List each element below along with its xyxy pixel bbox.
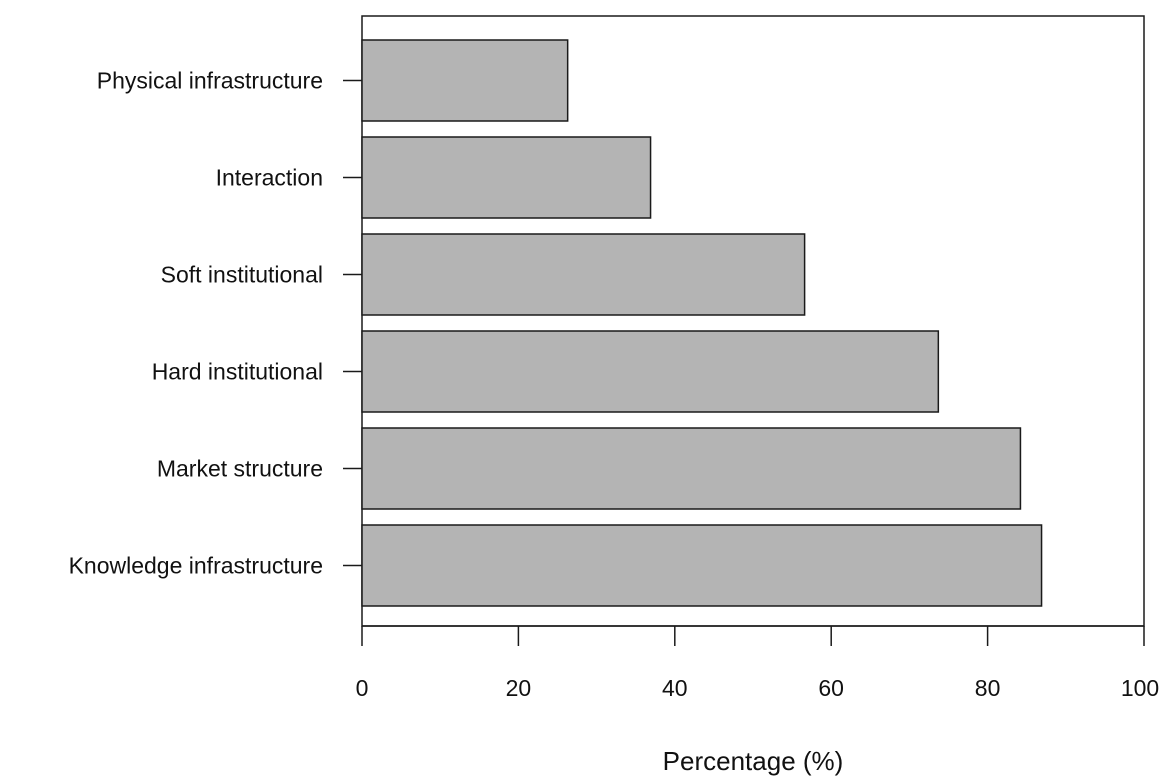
bar-3	[361, 330, 940, 413]
x-tick-label-5: 100	[1121, 675, 1159, 701]
bar-4	[361, 427, 1022, 510]
category-labels: Physical infrastructure Interaction Soft i…	[69, 68, 362, 579]
bars-layer	[361, 39, 1043, 607]
bar-0	[361, 39, 569, 122]
category-label-3: Hard institutional	[152, 359, 323, 385]
x-axis: 0 20 40 60 80 100	[356, 625, 1159, 701]
bar-1	[361, 136, 652, 219]
bar-2	[361, 233, 806, 316]
x-tick-label-0: 0	[356, 675, 369, 701]
category-label-0: Physical infrastructure	[97, 68, 323, 94]
category-label-2: Soft institutional	[161, 262, 323, 288]
x-axis-label: Percentage (%)	[663, 746, 844, 776]
category-label-1: Interaction	[216, 165, 323, 191]
x-tick-label-4: 80	[975, 675, 1001, 701]
category-label-5: Knowledge infrastructure	[69, 553, 323, 579]
x-tick-label-1: 20	[506, 675, 532, 701]
x-tick-label-2: 40	[662, 675, 688, 701]
bar-5	[361, 524, 1043, 607]
category-label-4: Market structure	[157, 456, 323, 482]
x-tick-label-3: 60	[818, 675, 844, 701]
